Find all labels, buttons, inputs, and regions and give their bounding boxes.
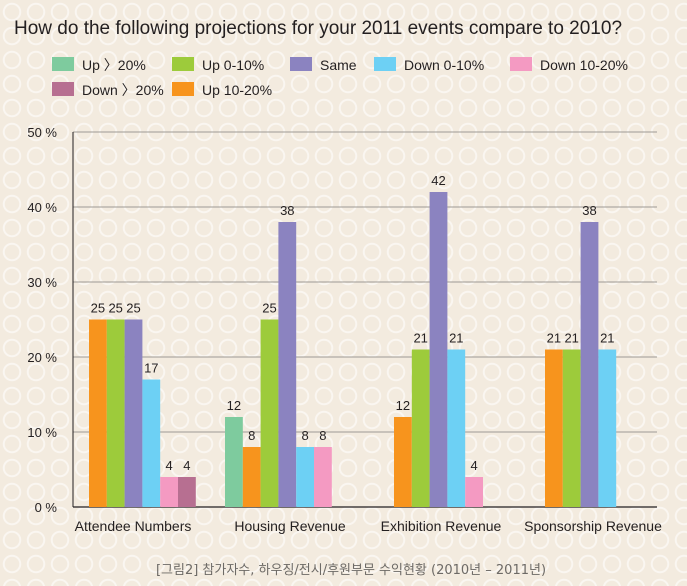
bar-down-0-10-attendee-numbers bbox=[142, 379, 161, 507]
legend-swatch-down-20 bbox=[52, 82, 74, 96]
data-label: 8 bbox=[248, 428, 255, 443]
y-tick-label: 40 % bbox=[27, 200, 57, 215]
legend-label: Up 10-20% bbox=[202, 82, 272, 98]
data-label: 25 bbox=[91, 301, 105, 316]
data-label: 25 bbox=[126, 301, 140, 316]
data-label: 4 bbox=[165, 458, 172, 473]
y-tick-label: 20 % bbox=[27, 350, 57, 365]
x-category-label: Housing Revenue bbox=[234, 518, 346, 534]
x-axis: Attendee Numbers Housing Revenue Exhibitio… bbox=[75, 518, 662, 534]
y-tick-label: 0 % bbox=[35, 500, 58, 515]
data-label: 21 bbox=[449, 331, 463, 346]
data-label: 21 bbox=[600, 331, 614, 346]
bar-down-0-10-sponsorship-revenue bbox=[598, 349, 617, 507]
bar-same-housing-revenue bbox=[278, 222, 297, 507]
chart-title: How do the following projections for you… bbox=[14, 18, 622, 39]
data-label: 21 bbox=[564, 331, 578, 346]
data-label: 38 bbox=[582, 203, 596, 218]
bar-up-0-10-exhibition-revenue bbox=[411, 349, 430, 507]
bar-up-0-10-sponsorship-revenue bbox=[562, 349, 581, 507]
legend-label: Up 〉20% bbox=[82, 57, 146, 73]
x-category-label: Exhibition Revenue bbox=[381, 518, 502, 534]
legend-swatch-up-10-20 bbox=[172, 82, 194, 96]
data-label: 38 bbox=[280, 203, 294, 218]
y-tick-label: 10 % bbox=[27, 425, 57, 440]
bar-up-10-20-sponsorship-revenue bbox=[545, 349, 563, 507]
data-label: 25 bbox=[108, 301, 122, 316]
bar-down-10-20-exhibition-revenue bbox=[465, 477, 483, 507]
data-label: 21 bbox=[413, 331, 427, 346]
bar-up-10-20-exhibition-revenue bbox=[394, 417, 412, 507]
bar-up-0-10-housing-revenue bbox=[260, 319, 279, 507]
bar-up-10-20-attendee-numbers bbox=[89, 319, 107, 507]
bar-same-exhibition-revenue bbox=[429, 192, 448, 507]
bar-down-10-20-housing-revenue bbox=[314, 447, 332, 507]
bar-same-attendee-numbers bbox=[124, 319, 143, 507]
y-tick-label: 50 % bbox=[27, 125, 57, 140]
data-label: 25 bbox=[262, 301, 276, 316]
legend-label: Down 10-20% bbox=[540, 57, 628, 73]
bar-up-10-20-housing-revenue bbox=[242, 447, 261, 507]
data-label: 8 bbox=[301, 428, 308, 443]
legend-swatch-up-20 bbox=[52, 57, 74, 71]
legend-label: Same bbox=[320, 57, 357, 73]
legend-label: Up 0-10% bbox=[202, 57, 264, 73]
bar-up-0-10-attendee-numbers bbox=[106, 319, 125, 507]
bar-down-0-10-exhibition-revenue bbox=[447, 349, 466, 507]
data-label: 21 bbox=[547, 331, 561, 346]
bar-up-20-housing-revenue bbox=[225, 417, 243, 507]
data-label: 17 bbox=[144, 361, 158, 376]
bar-same-sponsorship-revenue bbox=[580, 222, 599, 507]
data-label: 42 bbox=[431, 173, 445, 188]
bar-down-10-20-attendee-numbers bbox=[160, 477, 178, 507]
y-tick-label: 30 % bbox=[27, 275, 57, 290]
legend-label: Down 〉20% bbox=[82, 82, 164, 98]
legend: Up 〉20% Up 0-10% Same Down 0-10% Down 10-20%… bbox=[52, 57, 628, 98]
data-label: 12 bbox=[396, 398, 410, 413]
legend-swatch-up-0-10 bbox=[172, 57, 194, 71]
x-category-label: Sponsorship Revenue bbox=[524, 518, 662, 534]
y-axis: 0 % 10 % 20 % 30 % 40 % 50 % bbox=[27, 125, 657, 515]
data-label: 4 bbox=[470, 458, 477, 473]
bar-down-0-10-housing-revenue bbox=[296, 447, 314, 507]
bars bbox=[89, 192, 617, 507]
bar-down-20-attendee-numbers bbox=[178, 477, 196, 507]
legend-swatch-down-10-20 bbox=[510, 57, 532, 71]
legend-label: Down 0-10% bbox=[404, 57, 484, 73]
legend-swatch-same bbox=[290, 57, 312, 71]
legend-swatch-down-0-10 bbox=[374, 57, 396, 71]
chart-caption: [그림2] 참가자수, 하우징/전시/후원부문 수익현황 (2010년 – 20… bbox=[156, 563, 546, 578]
x-category-label: Attendee Numbers bbox=[75, 518, 192, 534]
data-label: 12 bbox=[227, 398, 241, 413]
data-label: 4 bbox=[183, 458, 190, 473]
data-label: 8 bbox=[319, 428, 326, 443]
